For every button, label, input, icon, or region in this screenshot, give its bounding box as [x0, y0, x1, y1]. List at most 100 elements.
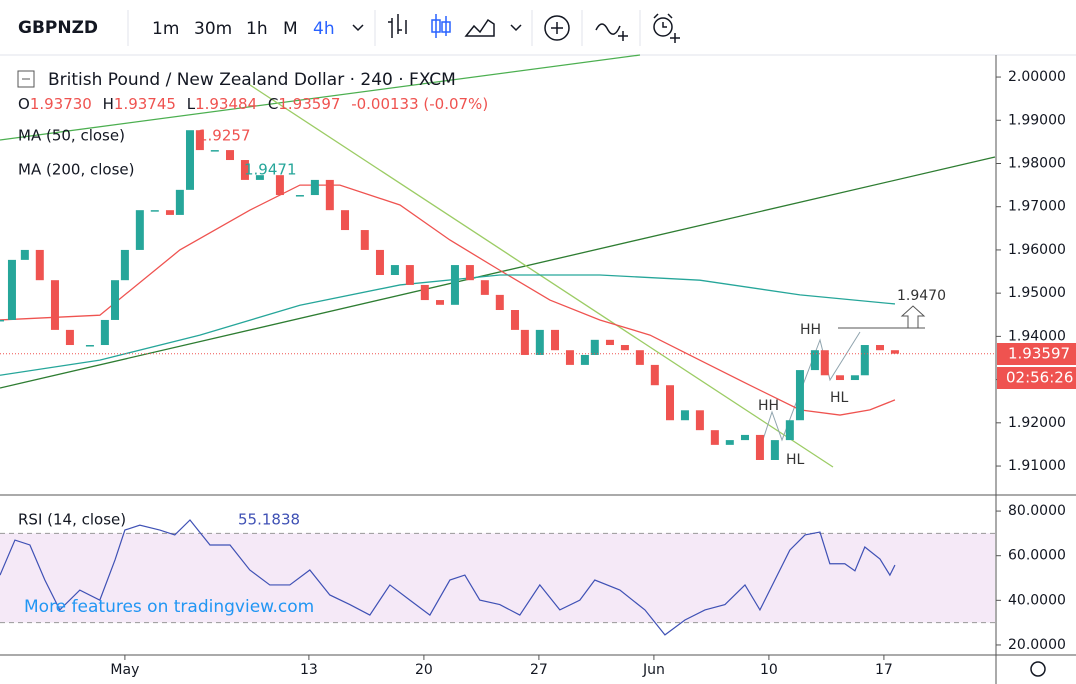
- candle: [195, 130, 204, 151]
- rsi-value: 55.1838: [238, 511, 300, 529]
- ohlc-value: 1.93745: [114, 95, 176, 113]
- trend-line: [0, 156, 996, 389]
- x-tick-label: May: [110, 662, 139, 678]
- candles-icon[interactable]: [441, 21, 451, 33]
- candle: [495, 294, 504, 311]
- y-tick-label: 1.96000: [1008, 242, 1066, 258]
- candle: [740, 434, 749, 441]
- ohlc-legend: O1.93730 H1.93745 L1.93484 C1.93597 -0.0…: [18, 95, 488, 113]
- x-tick-label: 27: [530, 662, 548, 678]
- dropdown-icon[interactable]: [352, 24, 364, 32]
- rsi-line: [0, 519, 896, 636]
- candle: [480, 280, 489, 295]
- add-indicator-icon[interactable]: [551, 22, 563, 34]
- candle: [85, 345, 94, 347]
- settings-icon[interactable]: [1030, 661, 1046, 677]
- candle: [100, 319, 109, 346]
- interval[interactable]: 30m: [194, 19, 232, 39]
- candle: [551, 329, 560, 351]
- alert-icon[interactable]: [653, 13, 680, 43]
- trend-line: [0, 54, 641, 141]
- ma-legend: MA (50, close): [18, 127, 125, 145]
- y-tick-label: 1.94000: [1008, 328, 1066, 344]
- ohlc-value: 1.93597: [278, 95, 340, 113]
- annotation: HH: [758, 398, 779, 414]
- countdown-tag: [997, 367, 1076, 389]
- candle: [450, 265, 459, 305]
- candle: [770, 440, 779, 460]
- x-tick-label: 17: [875, 662, 893, 678]
- collapse-icon[interactable]: [17, 70, 35, 88]
- candle: [295, 195, 304, 197]
- candle: [435, 300, 444, 305]
- candle: [680, 410, 689, 421]
- annotation: 1.9470: [897, 288, 946, 304]
- toolbar: [0, 0, 1076, 55]
- candle: [175, 189, 184, 215]
- x-tick-label: 20: [415, 662, 433, 678]
- moving-average: [0, 184, 896, 416]
- candle: [695, 410, 704, 431]
- candle: [860, 345, 869, 376]
- ohlc-value: 1.93730: [30, 95, 92, 113]
- candle: [0, 319, 4, 322]
- alert-icon[interactable]: [653, 17, 673, 37]
- price-tag-label: 1.93597: [1008, 345, 1070, 363]
- candle: [420, 284, 429, 301]
- dropdown-icon[interactable]: [510, 24, 522, 32]
- candle: [111, 280, 120, 320]
- candle: [20, 249, 29, 260]
- candle: [710, 430, 719, 445]
- candle: [255, 175, 264, 180]
- compare-icon[interactable]: [595, 23, 628, 41]
- ma-legend: MA (200, close): [18, 161, 134, 179]
- rsi-band: [0, 533, 995, 623]
- symbol[interactable]: GBPNZD: [18, 18, 98, 38]
- y-tick-label: 1.95000: [1008, 285, 1066, 301]
- candle: [875, 345, 884, 351]
- candle: [755, 434, 764, 460]
- bars-icon[interactable]: [388, 14, 407, 38]
- x-tick-label: 13: [300, 662, 318, 678]
- x-tick-label: Jun: [642, 662, 665, 678]
- candle: [325, 179, 334, 211]
- candle: [65, 329, 74, 346]
- watermark[interactable]: More features on tradingview.com: [24, 597, 314, 617]
- candle: [725, 440, 734, 445]
- y-tick-label: 1.98000: [1008, 155, 1066, 171]
- candle: [150, 210, 159, 212]
- area-icon[interactable]: [464, 18, 495, 37]
- add-indicator-icon[interactable]: [544, 15, 570, 41]
- candles-icon[interactable]: [431, 19, 441, 33]
- candle: [226, 150, 235, 161]
- price-tag: [997, 343, 1076, 365]
- candle: [580, 354, 589, 365]
- candle: [835, 375, 844, 381]
- candle: [50, 280, 59, 330]
- ohlc-key: L: [187, 95, 196, 113]
- candle: [605, 339, 614, 346]
- candle: [35, 249, 44, 281]
- up-arrow: [900, 305, 926, 329]
- candle: [666, 385, 675, 421]
- candle: [890, 350, 899, 354]
- candle: [135, 210, 144, 250]
- interval[interactable]: 1m: [152, 19, 179, 39]
- ohlc-key: H: [103, 95, 114, 113]
- candle: [275, 175, 284, 196]
- candle: [210, 150, 219, 152]
- interval[interactable]: M: [283, 19, 298, 39]
- y-tick-label: 40.0000: [1008, 592, 1066, 608]
- interval[interactable]: 1h: [246, 19, 268, 39]
- candle: [390, 265, 399, 275]
- ohlc-value: 1.93484: [195, 95, 257, 113]
- candle: [565, 350, 574, 365]
- candle: [405, 265, 414, 285]
- countdown: 02:56:26: [1006, 369, 1073, 387]
- interval-active[interactable]: 4h: [313, 19, 335, 39]
- y-tick-label: 1.91000: [1008, 458, 1066, 474]
- candle: [785, 420, 794, 441]
- ma-value: 1.9257: [198, 127, 251, 145]
- y-tick-label: 2.00000: [1008, 69, 1066, 85]
